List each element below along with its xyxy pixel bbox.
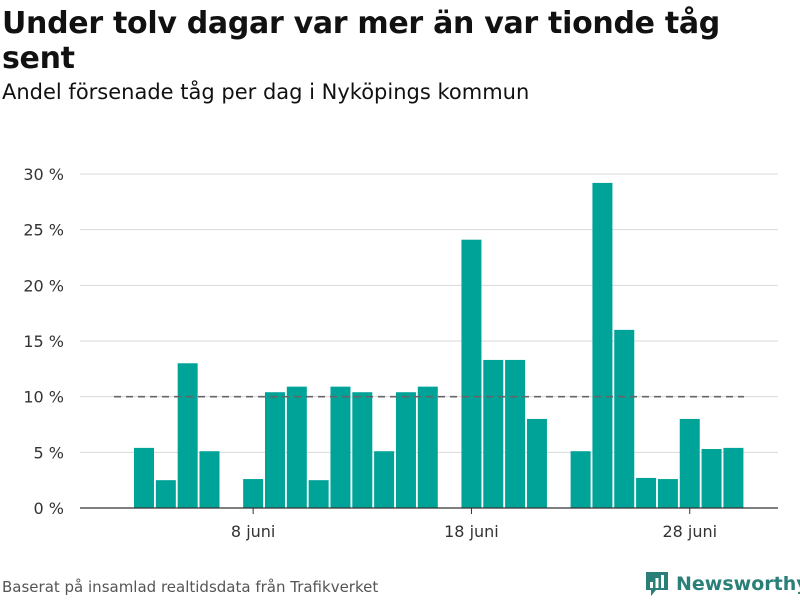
bar	[657, 479, 678, 508]
y-tick-label: 20 %	[23, 276, 64, 295]
x-tick-label: 8 juni	[231, 522, 275, 541]
y-tick-label: 15 %	[23, 332, 64, 351]
bar	[286, 386, 307, 508]
bar	[505, 359, 526, 508]
bar	[134, 447, 154, 508]
bar	[177, 363, 198, 508]
bar	[330, 386, 351, 508]
bar	[570, 451, 591, 508]
newsworthy-logo-icon	[646, 572, 668, 596]
bar	[199, 451, 220, 508]
y-tick-label: 25 %	[23, 221, 64, 240]
chart-subtitle: Andel försenade tåg per dag i Nyköpings …	[2, 80, 530, 104]
bar	[592, 182, 613, 508]
bar	[374, 451, 395, 508]
bar	[352, 392, 373, 508]
bar	[308, 480, 329, 508]
bar	[723, 447, 744, 508]
bar	[614, 329, 635, 508]
bar	[264, 392, 285, 508]
y-tick-label: 0 %	[34, 499, 64, 518]
bar	[395, 392, 416, 508]
brand-name: Newsworthy	[676, 573, 800, 595]
y-tick-label: 30 %	[23, 165, 64, 184]
source-note: Baserat på insamlad realtidsdata från Tr…	[2, 578, 379, 596]
x-tick-label: 28 juni	[662, 522, 717, 541]
bar	[636, 477, 657, 508]
bar	[526, 418, 547, 508]
y-tick-label: 5 %	[34, 443, 64, 462]
chart-title: Under tolv dagar var mer än var tionde t…	[2, 6, 720, 76]
x-tick-label: 18 juni	[444, 522, 499, 541]
bar	[417, 386, 438, 508]
bar	[483, 359, 504, 508]
bar	[243, 479, 264, 508]
bar	[701, 448, 722, 508]
y-tick-label: 10 %	[23, 388, 64, 407]
bar	[461, 239, 482, 509]
bar	[155, 480, 176, 508]
brand-logo: Newsworthy	[644, 570, 800, 598]
bar	[679, 418, 700, 508]
